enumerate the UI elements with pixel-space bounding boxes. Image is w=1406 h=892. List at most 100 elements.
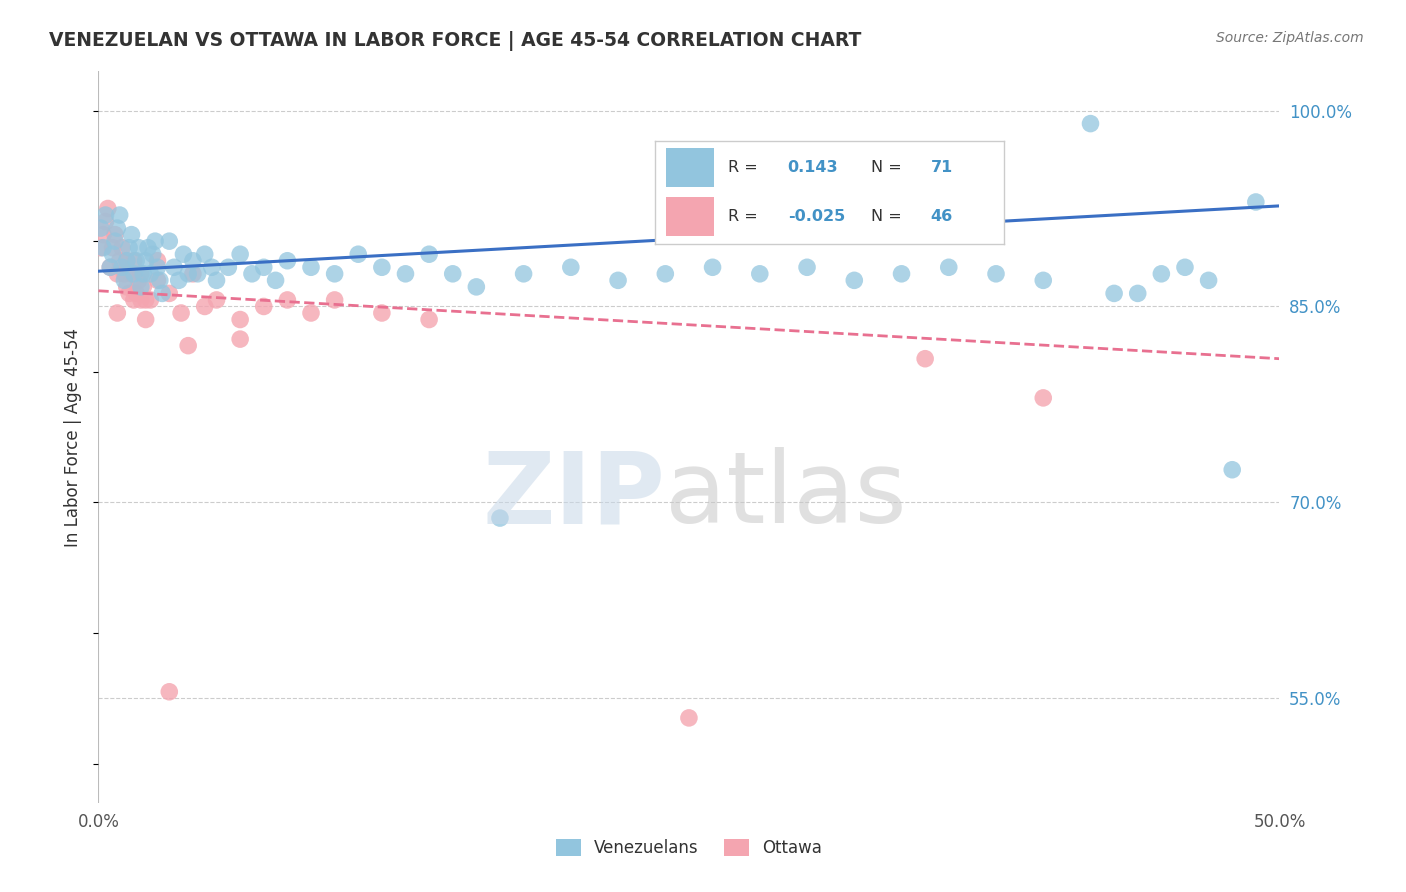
- Point: [1198, 273, 1220, 287]
- Point: [115, 253, 138, 268]
- Point: [157, 685, 180, 699]
- Point: [418, 312, 440, 326]
- Point: [105, 306, 128, 320]
- Point: [115, 280, 138, 294]
- Point: [146, 273, 169, 287]
- Point: [157, 286, 180, 301]
- Text: ZIP: ZIP: [482, 447, 665, 544]
- Point: [94, 214, 117, 228]
- Point: [98, 260, 121, 275]
- Point: [132, 280, 155, 294]
- Point: [101, 247, 124, 261]
- Point: [678, 711, 700, 725]
- Text: 46: 46: [931, 209, 953, 224]
- Point: [104, 234, 127, 248]
- Point: [217, 260, 239, 275]
- Point: [167, 273, 190, 287]
- Point: [111, 260, 134, 275]
- Point: [253, 260, 276, 275]
- Point: [170, 306, 193, 320]
- Point: [465, 280, 488, 294]
- Point: [135, 293, 157, 307]
- Point: [139, 267, 162, 281]
- Point: [101, 241, 124, 255]
- Point: [129, 267, 152, 281]
- Point: [1080, 117, 1102, 131]
- Point: [253, 300, 276, 314]
- Point: [181, 267, 204, 281]
- Point: [108, 208, 131, 222]
- Point: [205, 293, 228, 307]
- Text: -0.025: -0.025: [787, 209, 845, 224]
- Point: [112, 267, 135, 281]
- Point: [172, 247, 194, 261]
- Point: [121, 227, 143, 242]
- Point: [118, 241, 141, 255]
- Point: [347, 247, 370, 261]
- Point: [299, 306, 322, 320]
- Point: [418, 247, 440, 261]
- Point: [163, 260, 186, 275]
- Point: [201, 260, 224, 275]
- Point: [91, 227, 114, 242]
- Text: VENEZUELAN VS OTTAWA IN LABOR FORCE | AGE 45-54 CORRELATION CHART: VENEZUELAN VS OTTAWA IN LABOR FORCE | AG…: [49, 31, 862, 51]
- Point: [371, 306, 394, 320]
- Point: [914, 351, 936, 366]
- Point: [136, 241, 159, 255]
- Text: 71: 71: [931, 160, 953, 175]
- Point: [702, 260, 724, 275]
- Point: [122, 267, 145, 281]
- Point: [115, 253, 138, 268]
- Point: [128, 273, 150, 287]
- Point: [607, 273, 630, 287]
- Point: [323, 267, 346, 281]
- Point: [394, 267, 416, 281]
- Point: [264, 273, 287, 287]
- Point: [205, 273, 228, 287]
- Text: N =: N =: [872, 160, 903, 175]
- Point: [323, 293, 346, 307]
- Point: [1032, 273, 1054, 287]
- Point: [844, 273, 866, 287]
- Point: [91, 241, 114, 255]
- Text: N =: N =: [872, 209, 903, 224]
- Legend: Venezuelans, Ottawa: Venezuelans, Ottawa: [550, 832, 828, 864]
- Point: [177, 267, 200, 281]
- Point: [108, 253, 131, 268]
- Text: R =: R =: [728, 160, 758, 175]
- Point: [132, 267, 155, 281]
- Bar: [665, 147, 714, 186]
- Point: [129, 280, 152, 294]
- Bar: [665, 197, 714, 236]
- Point: [177, 339, 200, 353]
- Point: [229, 312, 252, 326]
- Point: [371, 260, 394, 275]
- Point: [112, 273, 135, 287]
- Point: [748, 267, 770, 281]
- Point: [654, 267, 676, 281]
- Point: [129, 293, 152, 307]
- Point: [146, 260, 169, 275]
- Point: [512, 267, 534, 281]
- Point: [111, 241, 134, 255]
- Point: [796, 260, 818, 275]
- Point: [240, 267, 263, 281]
- Point: [121, 267, 143, 281]
- Point: [1032, 391, 1054, 405]
- Point: [143, 234, 166, 248]
- Point: [157, 234, 180, 248]
- Point: [229, 332, 252, 346]
- Point: [441, 267, 464, 281]
- Point: [1102, 286, 1125, 301]
- Point: [90, 241, 112, 255]
- Point: [105, 221, 128, 235]
- Point: [1150, 267, 1173, 281]
- Point: [560, 260, 582, 275]
- Point: [125, 253, 148, 268]
- Point: [118, 286, 141, 301]
- Point: [181, 253, 204, 268]
- Point: [276, 253, 298, 268]
- Text: R =: R =: [728, 209, 758, 224]
- Point: [135, 253, 157, 268]
- Point: [194, 300, 217, 314]
